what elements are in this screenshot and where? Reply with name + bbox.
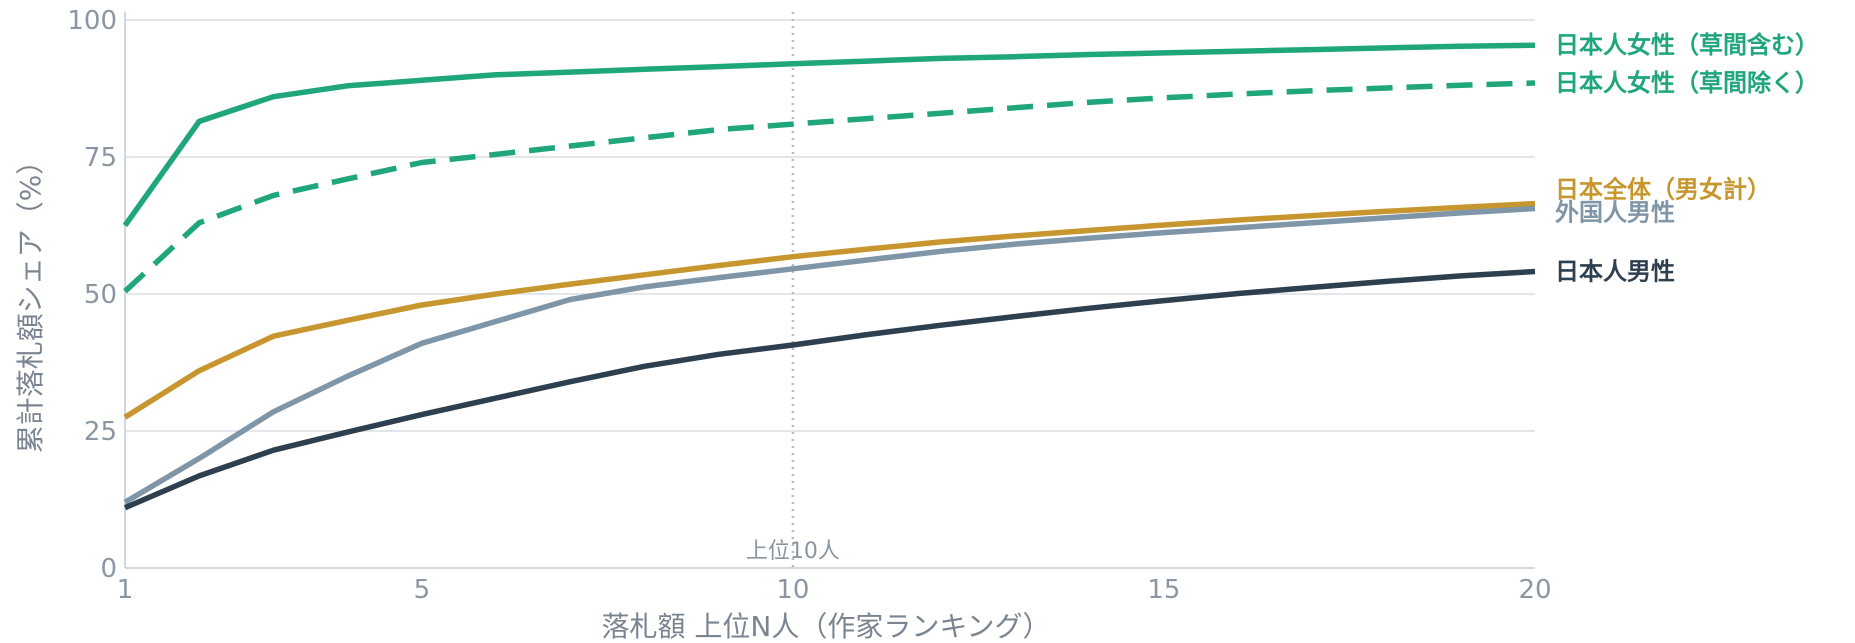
x-tick-label-5: 5	[414, 575, 431, 605]
series-label-3: 日本全体（男女計）	[1555, 176, 1771, 204]
reference-line-label: 上位10人	[746, 539, 840, 564]
x-tick-label-1: 1	[117, 575, 134, 605]
series-label-5: 日本人男性	[1555, 258, 1675, 286]
x-tick-label-15: 15	[1147, 575, 1180, 605]
series-line-2	[123, 80, 1536, 294]
series-line-4	[123, 205, 1536, 505]
series-label-4: 外国人男性	[1555, 199, 1675, 227]
label-layer: 日本人女性（草間含む） 日本人女性（草間除く） 日本全体（男女計）外国人男性日本人男…	[1555, 31, 1819, 285]
series-line-5	[123, 268, 1536, 511]
y-tick-label-50: 50	[84, 280, 117, 310]
y-tick-label-100: 100	[67, 6, 117, 36]
y-tick-label-0: 0	[100, 554, 117, 584]
series-line-3	[123, 200, 1536, 420]
series-line-1	[122, 42, 1536, 228]
series-label-2: 日本人女性（草間除く）	[1555, 69, 1819, 97]
y-axis-title: 累計落札額シェア（%）	[14, 147, 47, 454]
x-tick-label-20: 20	[1518, 575, 1551, 605]
x-axis-title: 落札額 上位N人（作家ランキング）	[601, 610, 1050, 643]
reference-layer: 上位10人	[746, 12, 840, 568]
grid-layer	[125, 19, 1535, 432]
x-tick-label-10: 10	[776, 575, 809, 605]
y-tick-label-75: 75	[84, 143, 117, 173]
series-layer	[122, 42, 1536, 511]
y-tick-label-25: 25	[84, 417, 117, 447]
series-label-1: 日本人女性（草間含む）	[1555, 31, 1819, 59]
